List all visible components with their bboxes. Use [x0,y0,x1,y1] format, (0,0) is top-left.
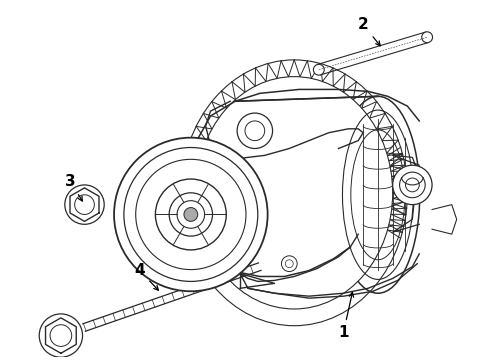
Ellipse shape [195,77,392,309]
Circle shape [237,113,272,148]
Ellipse shape [335,96,419,293]
Circle shape [218,178,232,192]
Circle shape [212,221,228,237]
Text: 3: 3 [65,175,82,201]
Polygon shape [70,188,99,221]
Circle shape [183,208,197,221]
Circle shape [421,32,432,42]
Circle shape [313,64,324,75]
Polygon shape [45,318,76,353]
Text: 2: 2 [357,17,380,46]
Circle shape [114,138,267,291]
Circle shape [169,193,212,236]
Text: 1: 1 [338,292,353,340]
Text: 4: 4 [134,263,158,290]
Polygon shape [431,204,456,234]
Circle shape [392,165,431,204]
Circle shape [281,256,297,271]
